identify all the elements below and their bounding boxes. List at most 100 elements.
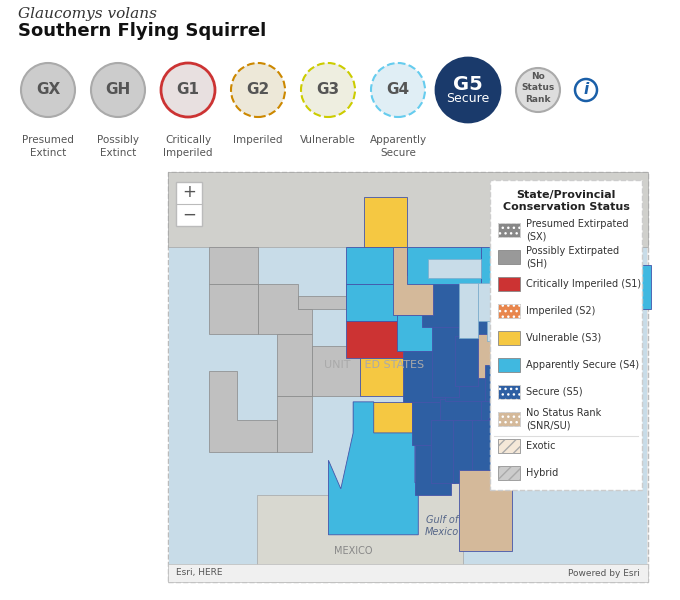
FancyBboxPatch shape: [498, 223, 520, 237]
Text: Possibly
Extinct: Possibly Extinct: [97, 135, 139, 158]
Polygon shape: [393, 247, 432, 315]
Polygon shape: [541, 341, 552, 372]
FancyBboxPatch shape: [498, 385, 520, 399]
Circle shape: [91, 63, 145, 117]
Text: Apparently Secure (S4): Apparently Secure (S4): [526, 360, 639, 370]
Polygon shape: [346, 284, 398, 321]
Polygon shape: [432, 328, 460, 397]
FancyBboxPatch shape: [498, 358, 520, 372]
Polygon shape: [257, 482, 463, 582]
Polygon shape: [346, 284, 398, 296]
Polygon shape: [572, 265, 600, 321]
Text: Secure (S5): Secure (S5): [526, 387, 583, 397]
Polygon shape: [445, 370, 498, 401]
Polygon shape: [514, 362, 546, 378]
Text: Exotic: Exotic: [526, 441, 556, 451]
Polygon shape: [459, 283, 478, 338]
Text: Secure: Secure: [446, 92, 490, 106]
Text: Critically
Imperiled: Critically Imperiled: [163, 135, 213, 158]
FancyBboxPatch shape: [490, 180, 642, 490]
Polygon shape: [481, 401, 543, 436]
Polygon shape: [430, 421, 456, 482]
Polygon shape: [168, 172, 648, 247]
Polygon shape: [600, 265, 651, 308]
Polygon shape: [299, 296, 346, 308]
Polygon shape: [507, 330, 547, 362]
Polygon shape: [478, 283, 512, 321]
Polygon shape: [493, 351, 526, 393]
Circle shape: [371, 63, 425, 117]
Polygon shape: [397, 315, 432, 351]
Text: Imperiled (S2): Imperiled (S2): [526, 306, 596, 316]
Polygon shape: [346, 321, 406, 358]
Circle shape: [21, 63, 75, 117]
Polygon shape: [209, 284, 258, 334]
Polygon shape: [312, 346, 360, 395]
Polygon shape: [487, 321, 518, 341]
Text: GH: GH: [105, 82, 131, 97]
Text: State/Provincial
Conservation Status: State/Provincial Conservation Status: [503, 190, 630, 212]
Text: Southern Flying Squirrel: Southern Flying Squirrel: [18, 22, 267, 40]
Polygon shape: [459, 470, 512, 551]
Text: Vulnerable: Vulnerable: [300, 135, 356, 145]
Polygon shape: [407, 247, 481, 284]
FancyBboxPatch shape: [498, 331, 520, 345]
Text: Vulnerable (S3): Vulnerable (S3): [526, 333, 601, 343]
Text: Imperiled: Imperiled: [233, 135, 283, 145]
Text: Glaucomys volans: Glaucomys volans: [18, 7, 157, 21]
Text: Esri, HERE: Esri, HERE: [176, 569, 222, 577]
FancyBboxPatch shape: [498, 466, 520, 480]
Circle shape: [436, 58, 500, 122]
Polygon shape: [209, 371, 277, 452]
FancyBboxPatch shape: [169, 173, 647, 581]
Polygon shape: [403, 351, 448, 402]
Polygon shape: [440, 400, 500, 421]
Text: Critically Imperiled (S1): Critically Imperiled (S1): [526, 279, 641, 289]
FancyBboxPatch shape: [168, 172, 648, 582]
Polygon shape: [428, 259, 481, 278]
Text: No Status Rank
(SNR/SU): No Status Rank (SNR/SU): [526, 408, 601, 430]
Circle shape: [575, 79, 597, 101]
Text: +: +: [182, 183, 196, 201]
Polygon shape: [478, 334, 507, 378]
Polygon shape: [353, 402, 412, 433]
Polygon shape: [412, 402, 445, 445]
Polygon shape: [277, 395, 312, 452]
Text: GX: GX: [36, 82, 60, 97]
Text: G3: G3: [316, 82, 339, 97]
FancyBboxPatch shape: [498, 250, 520, 264]
Polygon shape: [360, 358, 411, 395]
Polygon shape: [453, 421, 477, 482]
Polygon shape: [346, 247, 397, 284]
Polygon shape: [328, 402, 418, 535]
Text: i: i: [583, 82, 589, 97]
Polygon shape: [466, 286, 494, 337]
Polygon shape: [488, 418, 521, 458]
Circle shape: [161, 63, 215, 117]
Text: G5: G5: [453, 74, 483, 94]
Text: G1: G1: [177, 82, 199, 97]
Polygon shape: [511, 305, 541, 317]
Polygon shape: [512, 296, 567, 336]
Text: −: −: [182, 206, 196, 224]
Polygon shape: [554, 322, 581, 347]
Polygon shape: [481, 247, 539, 290]
Polygon shape: [209, 247, 258, 284]
FancyBboxPatch shape: [168, 564, 648, 582]
Text: UNIT    ED STATES: UNIT ED STATES: [324, 359, 424, 370]
Polygon shape: [456, 336, 478, 386]
Polygon shape: [556, 293, 575, 325]
Polygon shape: [439, 256, 481, 284]
FancyBboxPatch shape: [498, 304, 520, 318]
Text: No
Status
Rank: No Status Rank: [522, 73, 555, 104]
FancyBboxPatch shape: [498, 412, 520, 426]
Text: G2: G2: [246, 82, 270, 97]
Text: Presumed Extirpated
(SX): Presumed Extirpated (SX): [526, 219, 628, 241]
Polygon shape: [486, 365, 544, 402]
Circle shape: [301, 63, 355, 117]
Polygon shape: [422, 271, 463, 328]
Polygon shape: [512, 234, 621, 296]
Circle shape: [231, 63, 285, 117]
Polygon shape: [277, 334, 312, 395]
FancyBboxPatch shape: [498, 277, 520, 291]
